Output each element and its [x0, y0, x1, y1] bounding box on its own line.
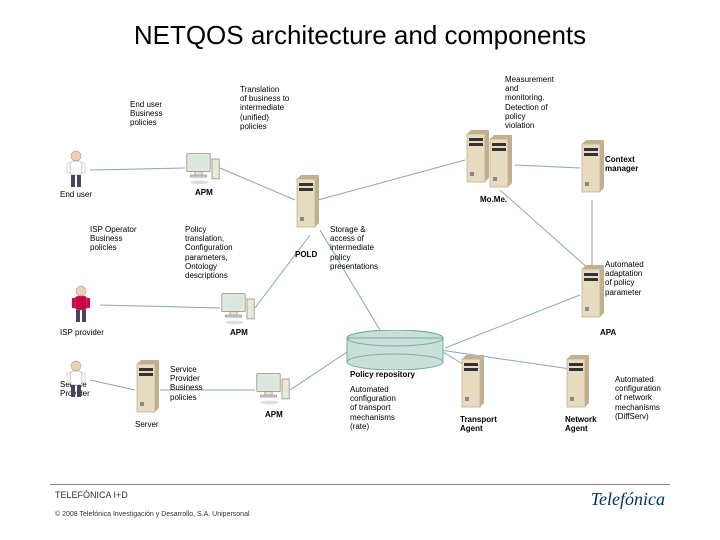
label-l_storage: Storage &access ofintermediatepolicypres… — [330, 225, 378, 271]
server-icon — [565, 355, 589, 411]
label-l_apm2: APM — [230, 328, 248, 337]
label-l_transport: TransportAgent — [460, 415, 497, 433]
label-l_apm1: APM — [195, 188, 213, 197]
label-l_poltrans: Policytranslation,Configurationparameter… — [185, 225, 233, 280]
pc-icon — [185, 150, 221, 186]
label-l_autoconf: Automatedconfigurationof transportmechan… — [350, 385, 396, 431]
server-icon — [295, 175, 319, 231]
label-l_ispprov: ISP provider — [60, 328, 104, 337]
label-l_enduser_pol: End userBusinesspolicies — [130, 100, 162, 128]
label-l_apm3: APM — [265, 410, 283, 419]
label-l_enduser: End user — [60, 190, 92, 199]
server-icon — [580, 265, 604, 321]
label-l_ispop: ISP OperatorBusinesspolicies — [90, 225, 137, 253]
label-l_autoconfnet: Automatedconfigurationof networkmechanis… — [615, 375, 661, 421]
label-l_polrepo: Policy repository — [350, 370, 415, 379]
label-l_autoadapt: Automatedadaptationof policyparameter — [605, 260, 644, 297]
person-icon — [65, 150, 87, 190]
server-icon — [135, 360, 159, 416]
server-icon — [460, 355, 484, 411]
server-icon — [465, 130, 489, 186]
server-icon — [580, 140, 604, 196]
footer-logo: Telefónica — [591, 489, 665, 510]
footer-copyright: © 2008 Telefónica Investigación y Desarr… — [55, 511, 250, 518]
label-l_meas: Measurementandmonitoring.Detection ofpol… — [505, 75, 554, 130]
label-l_apa: APA — [600, 328, 616, 337]
pc-icon — [220, 290, 256, 326]
label-l_ctxmgr: Contextmanager — [605, 155, 638, 173]
footer-divider — [50, 484, 670, 485]
label-l_trans: Translationof business tointermediate(un… — [240, 85, 289, 131]
label-l_svcprov_pol: ServiceProviderBusinesspolicies — [170, 365, 202, 402]
architecture-diagram: End userBusinesspolicies End user APM Trans… — [60, 70, 680, 465]
server-icon — [488, 135, 512, 191]
person-icon — [70, 285, 92, 325]
pc-icon — [255, 370, 291, 406]
footer-org: TELEFÓNICA I+D — [55, 490, 128, 500]
person-icon — [65, 360, 87, 400]
page-title: NETQOS architecture and components — [0, 20, 720, 51]
label-l_server: Server — [135, 420, 159, 429]
label-l_pold: POLD — [295, 250, 317, 259]
database-icon — [345, 330, 445, 370]
label-l_mome: Mo.Me. — [480, 195, 507, 204]
label-l_netagent: NetworkAgent — [565, 415, 597, 433]
